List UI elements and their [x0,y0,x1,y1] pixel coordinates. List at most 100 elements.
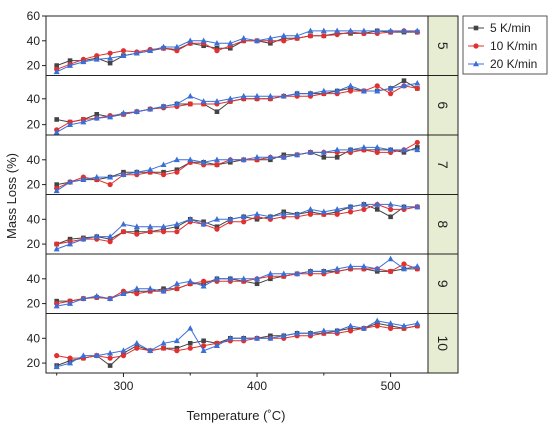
data-point [360,263,367,269]
data-point [67,58,73,63]
data-point [360,87,367,94]
data-point [414,263,421,269]
data-point [173,100,180,107]
data-point [388,325,394,331]
data-point [133,223,140,230]
y-tick-label: 20 [27,297,41,311]
series-line [56,30,418,73]
data-point [294,32,301,39]
data-point [54,182,59,187]
data-point [187,37,194,44]
y-tick-label: 20 [27,237,41,251]
data-point [374,149,380,155]
data-point [54,117,59,122]
data-point [374,317,381,324]
data-point [307,149,314,155]
data-point [174,224,180,230]
data-point [307,211,314,217]
data-point [400,82,407,89]
series-line [56,146,418,192]
data-point [347,209,354,215]
data-point [133,168,140,175]
data-point [374,87,381,94]
data-point [174,229,180,235]
legend-label: 20 K/min [490,57,537,71]
data-point [53,187,60,194]
data-point [107,50,113,56]
data-point [94,112,100,117]
data-point [160,172,167,178]
x-axis: 300 400 500 [56,373,401,393]
data-point [321,155,327,160]
data-point [93,352,100,358]
data-point [94,53,100,59]
data-point [320,327,327,334]
legend-label: 10 K/min [490,39,537,53]
data-point [334,31,340,38]
data-point [361,206,367,212]
data-point [254,281,260,287]
data-point [414,203,421,210]
data-point [414,79,421,86]
data-point [200,98,207,104]
data-point [214,48,220,54]
y-tick-label: 20 [27,118,41,132]
data-point [254,154,261,160]
panel-frame [45,194,429,255]
data-point [334,87,341,94]
data-point [280,32,287,39]
data-point [213,39,220,46]
x-tick-label: 400 [247,379,267,393]
data-point [280,92,287,99]
data-point [174,169,180,175]
data-point [254,275,261,282]
data-point [187,340,193,346]
strip-bg [427,194,459,255]
data-point [160,223,167,230]
data-point [414,85,420,92]
series-line [56,325,418,359]
data-point [147,223,154,230]
strip-bg [427,313,459,374]
data-point [240,213,247,220]
data-point [173,280,180,287]
data-point [120,52,127,58]
data-point [387,85,394,91]
data-point [388,206,394,212]
y-tick-label: 20 [27,178,41,192]
data-point [374,323,380,329]
data-point [147,166,154,173]
data-point [307,330,314,336]
data-point [54,63,59,68]
data-point [307,33,314,39]
data-point [307,268,314,274]
data-point [334,327,341,334]
data-point [334,155,340,160]
panel-10: 10 20 40 [27,313,459,374]
data-point [134,231,140,237]
data-point [347,328,354,334]
data-point [267,334,274,341]
data-point [254,334,261,341]
data-point [107,295,114,301]
data-point [147,105,154,112]
data-point [374,201,381,207]
data-point [347,88,354,94]
data-point [173,220,180,227]
data-point [321,33,327,39]
panel-7: 7 20 40 [27,134,459,195]
data-point [213,215,220,222]
data-point [240,334,247,341]
data-point [213,156,220,163]
strip-label: 8 [435,220,451,228]
data-point [254,211,261,217]
data-point [67,121,74,127]
data-point [133,339,140,346]
data-point [160,161,167,168]
legend-marker [473,60,479,67]
data-point [307,206,314,212]
strip-bg [427,253,459,314]
panel-frame [45,313,429,374]
data-point [174,348,180,354]
